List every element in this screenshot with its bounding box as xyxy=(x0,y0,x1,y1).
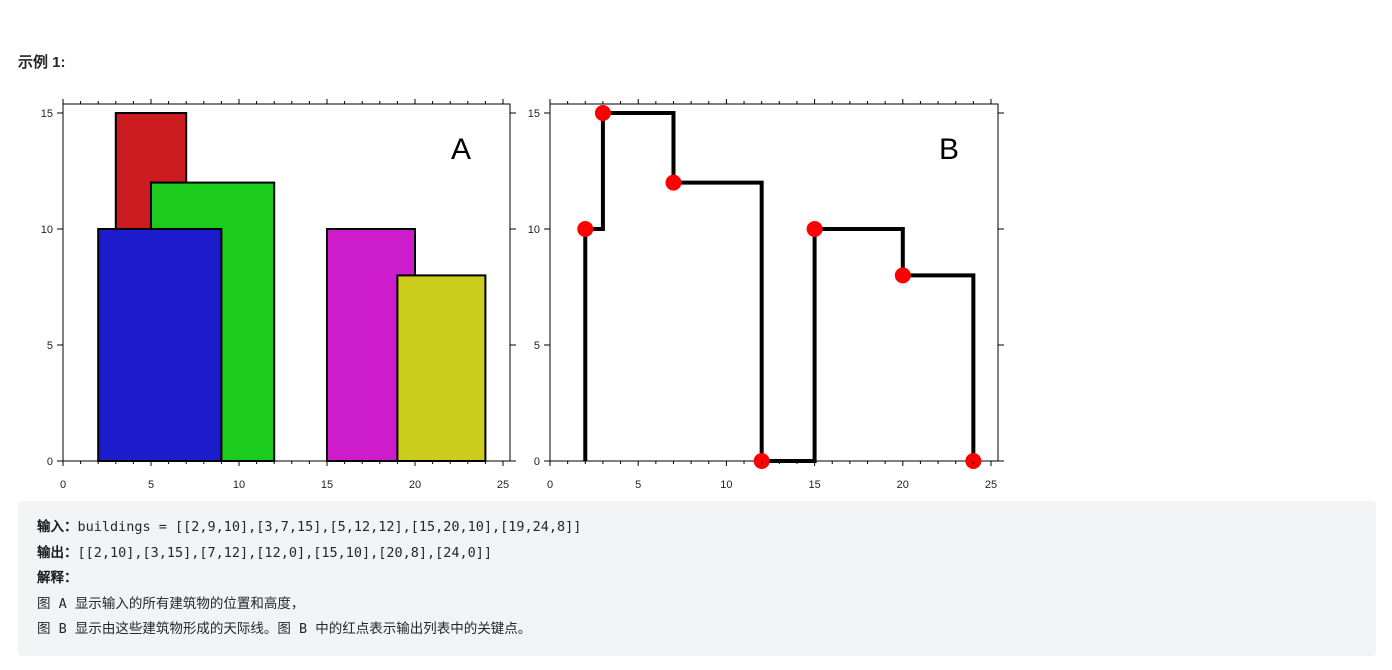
chart-panel-b: 0 5 10 15 20 25 0 5 10 15 B xyxy=(528,99,1004,491)
panel-label: A xyxy=(451,133,471,166)
y-tick-label: 0 xyxy=(534,456,540,468)
key-point-1 xyxy=(577,221,594,237)
input-value: buildings = [[2,9,10],[3,7,15],[5,12,12]… xyxy=(77,519,582,535)
x-tick-label: 5 xyxy=(635,479,641,491)
building-bar-5 xyxy=(396,274,487,462)
input-label: 输入： xyxy=(37,519,78,535)
example-explanation: 输入：buildings = [[2,9,10],[3,7,15],[5,12,… xyxy=(18,501,1376,656)
key-point-5 xyxy=(806,221,823,237)
x-tick-label: 0 xyxy=(547,479,553,491)
x-tick-label: 25 xyxy=(985,479,997,491)
explain-text-2: 图 B 显示由这些建筑物形成的天际线。图 B 中的红点表示输出列表中的关键点。 xyxy=(37,621,532,637)
panel-label: B xyxy=(939,133,959,166)
output-label: 输出： xyxy=(37,544,78,561)
y-tick-label: 10 xyxy=(528,224,540,236)
plot-frame xyxy=(549,103,999,462)
x-tick-label: 10 xyxy=(233,479,245,491)
skyline-figure: 0 5 10 15 20 25 0 5 10 15 A 0 5 10 15 20 25 0 5 10 15 B xyxy=(41,99,1004,491)
output-line: 输出：[[2,10],[3,15],[7,12],[12,0],[15,10],… xyxy=(37,541,1357,567)
input-line: 输入：buildings = [[2,9,10],[3,7,15],[5,12,… xyxy=(37,515,1357,541)
key-point-2 xyxy=(594,105,611,121)
y-tick-label: 5 xyxy=(534,340,540,352)
y-tick-label: 10 xyxy=(41,224,53,236)
x-tick-label: 20 xyxy=(409,479,421,491)
y-tick-label: 5 xyxy=(47,340,53,352)
y-tick-label: 15 xyxy=(528,108,540,120)
x-tick-label: 15 xyxy=(808,479,820,491)
x-tick-label: 25 xyxy=(497,479,509,491)
x-tick-label: 5 xyxy=(148,479,154,491)
x-tick-label: 0 xyxy=(60,479,66,491)
x-tick-label: 15 xyxy=(321,479,333,491)
key-point-6 xyxy=(894,267,911,284)
key-point-3 xyxy=(665,174,682,191)
explain-text-1: 图 A 显示输入的所有建筑物的位置和高度， xyxy=(37,595,305,612)
chart-panel-a: 0 5 10 15 20 25 0 5 10 15 A xyxy=(41,99,516,491)
explain-label: 解释： xyxy=(37,570,78,586)
output-value: [[2,10],[3,15],[7,12],[12,0],[15,10],[20… xyxy=(77,544,493,561)
y-tick-label: 15 xyxy=(41,108,53,120)
building-bar-3 xyxy=(97,228,223,462)
y-tick-label: 0 xyxy=(47,456,53,468)
explain-line: 解释： xyxy=(37,566,1357,592)
x-tick-label: 10 xyxy=(720,479,732,491)
example-title: 示例 1: xyxy=(18,54,66,71)
x-tick-label: 20 xyxy=(897,479,909,491)
